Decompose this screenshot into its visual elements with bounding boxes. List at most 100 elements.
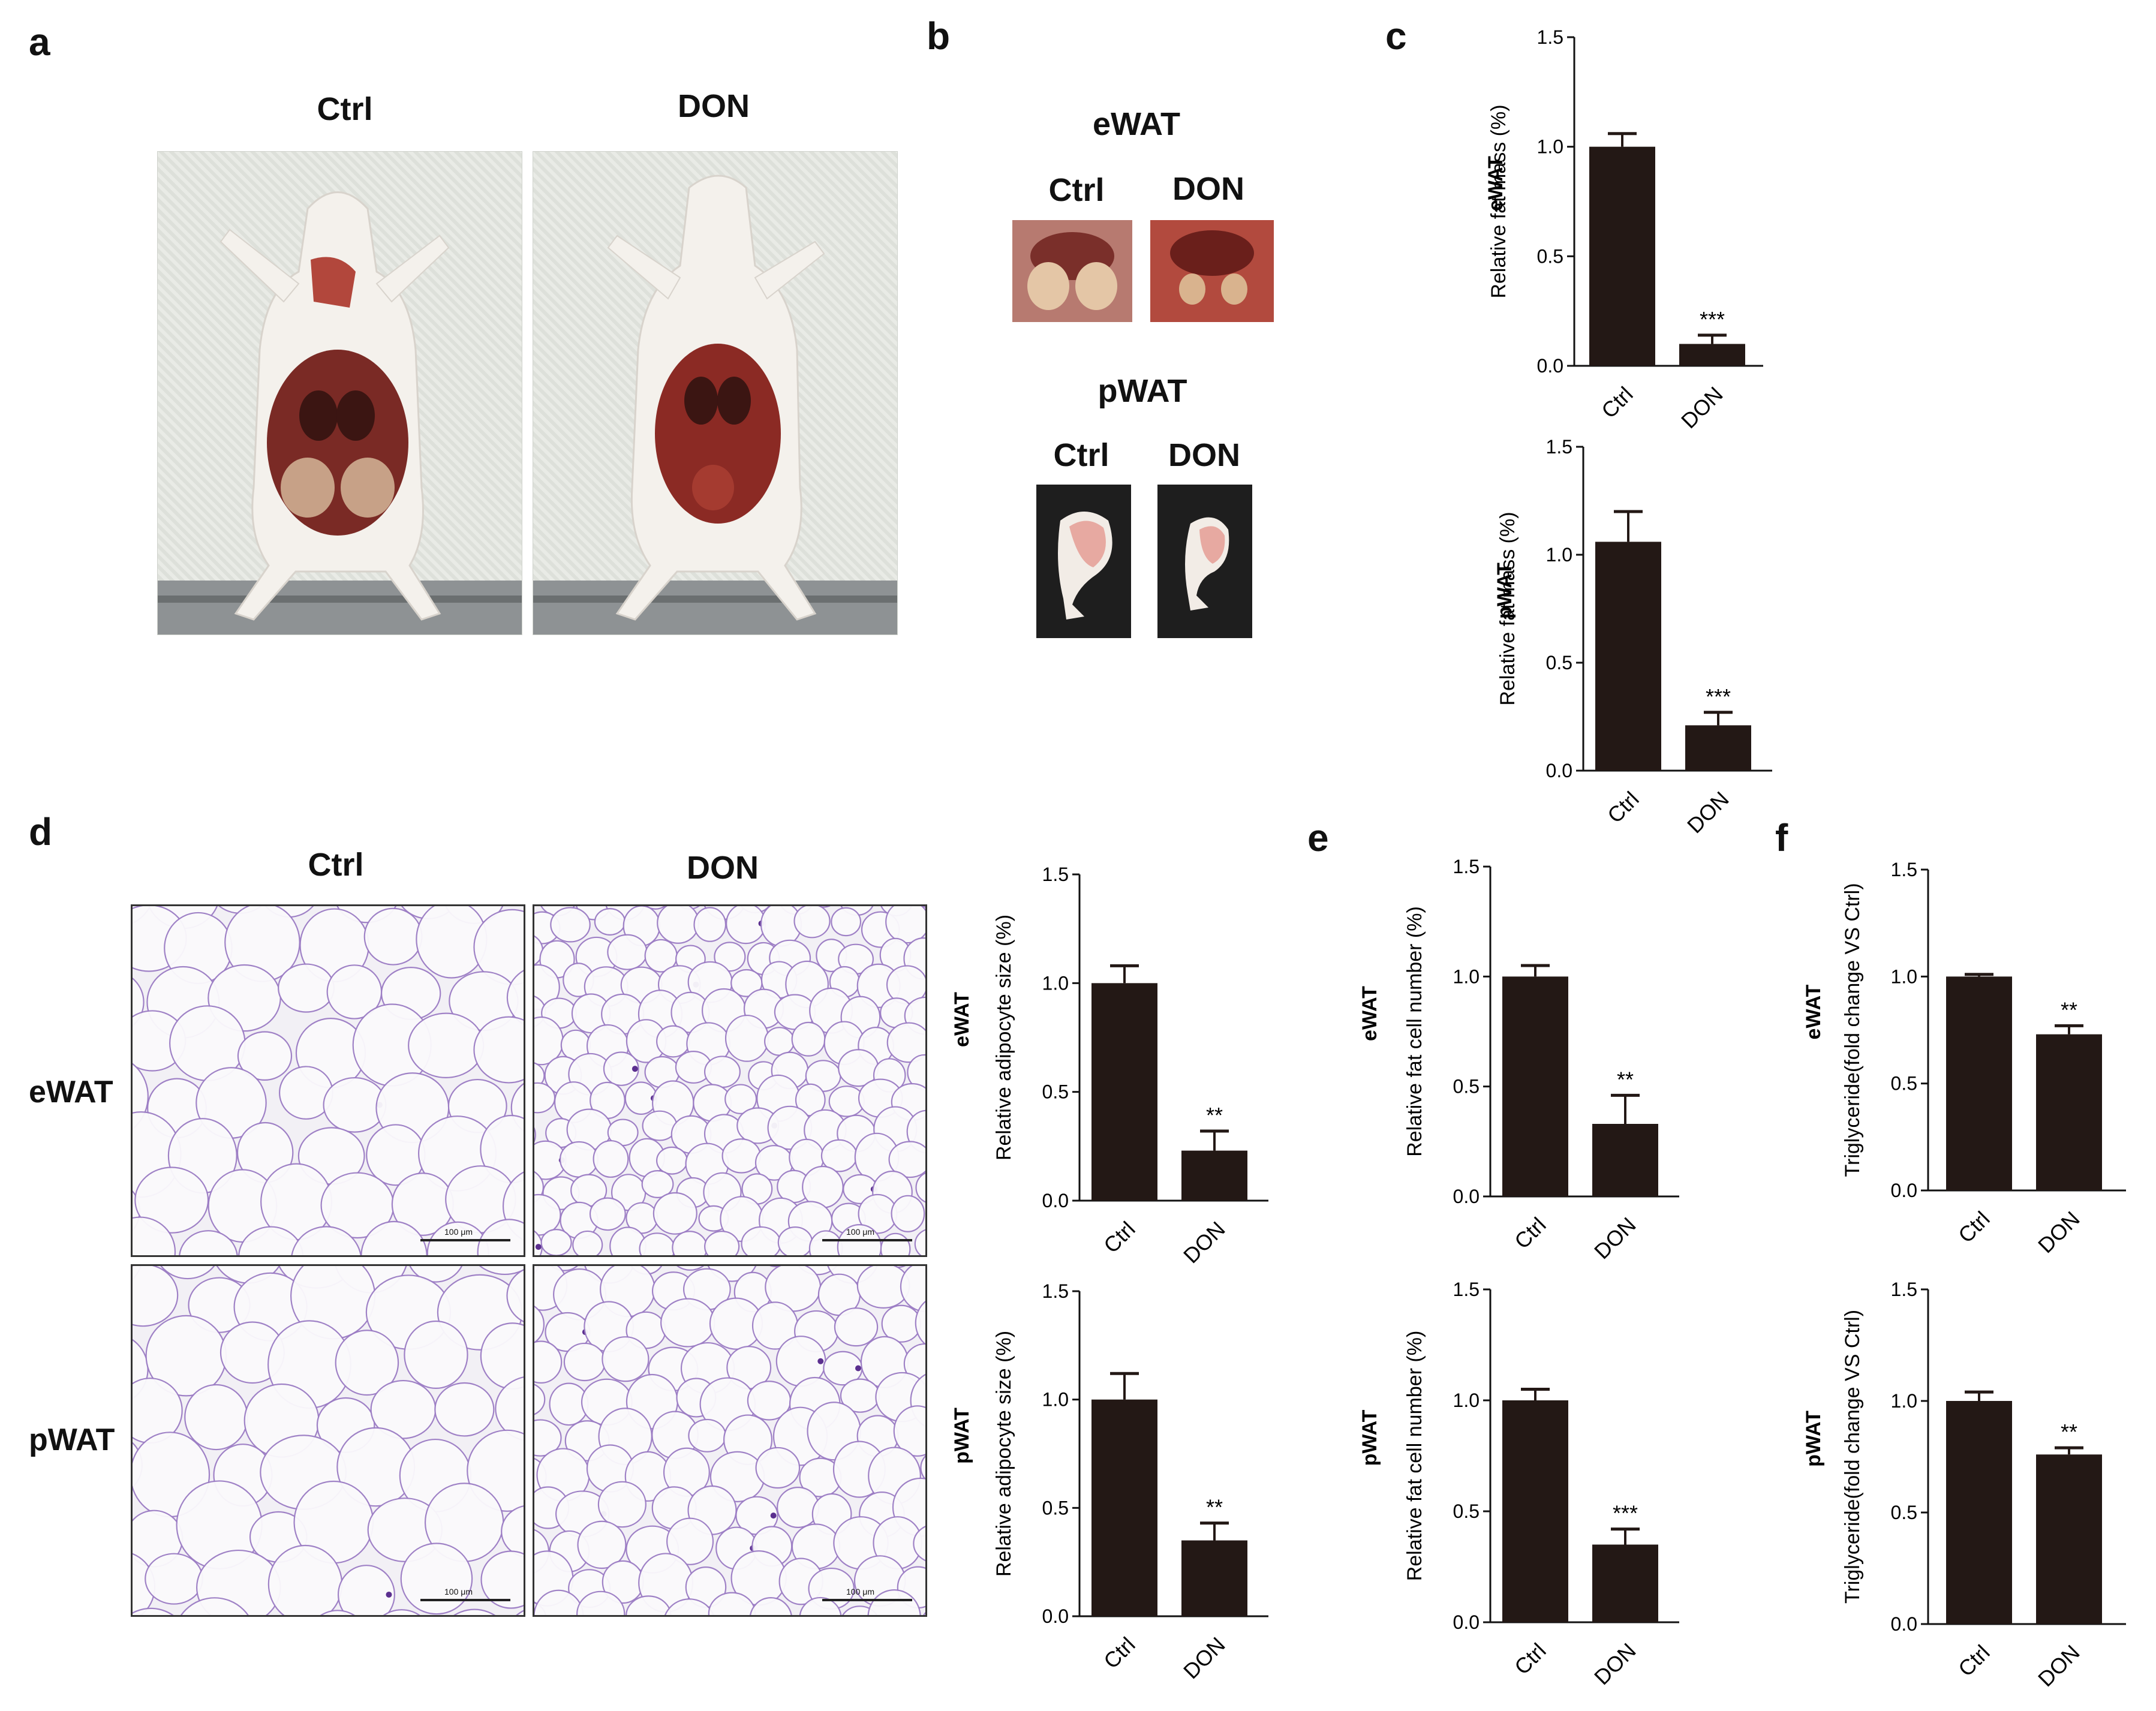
y-tick-label: 1.5 [1537,26,1563,48]
adipocyte [133,1266,179,1327]
y-tick-label: 1.0 [1042,1389,1069,1411]
adipocyte [495,1376,524,1441]
adipocyte [793,906,831,939]
y-tick-label: 1.5 [1042,1280,1069,1302]
adipocyte [363,907,423,966]
adipocyte [714,942,746,972]
adipocyte [506,970,524,1026]
bar-don [1592,1124,1658,1196]
adipocyte [179,1230,238,1255]
y-tick-label: 0.5 [1537,245,1563,267]
adipocyte [676,1266,705,1271]
y-tick-label: 0.5 [1546,652,1572,673]
bar-don [1181,1150,1247,1201]
adipocyte [603,1051,639,1086]
nucleus [817,1358,824,1364]
adipocyte [291,1226,362,1255]
adipocyte [834,1307,879,1347]
adipocyte [641,1170,674,1199]
adipocyte [721,1138,761,1174]
significance-marker: *** [1706,684,1731,709]
adipocyte [184,1384,248,1451]
ewat-photo-don [1150,220,1274,322]
adipocyte [724,1084,757,1114]
y-tick-label: 1.0 [1537,136,1563,158]
adipocyte [886,1022,925,1063]
chart-c-ewat: 0.0 0.5 1.0 1.5 Relative fat mass (%)eWAT Ctr… [1484,26,1763,433]
nucleus [855,1365,861,1372]
adipocyte [563,1342,606,1382]
adipocyte [602,1336,649,1382]
chart-d-pwat: 0.0 0.5 1.0 1.5 Relative adipocyte size (%) p… [951,1280,1268,1683]
adipocyte [434,1382,495,1437]
y-tick-label: 1.5 [1453,1279,1480,1300]
adipocyte [664,1598,715,1615]
panel-b-ewat-label-don: DON [1172,171,1244,207]
side-label: eWAT [1358,986,1381,1041]
y-tick-label: 0.0 [1453,1611,1480,1633]
adipocyte [534,1306,545,1343]
y-tick-label: 1.5 [1042,864,1069,885]
y-tick-label: 0.0 [1891,1180,1917,1201]
panel-d-col-ctrl: Ctrl [308,847,364,883]
x-tick-label: Ctrl [1953,1640,1995,1682]
pwat-photo-ctrl [1036,485,1131,638]
y-axis-label: Relative adipocyte size (%) [993,915,1015,1160]
y-axis-label: Relative fat cell number (%) [1403,1331,1426,1581]
adipocyte [479,1266,524,1276]
adipocyte [791,1021,826,1057]
mouse-photo-don [533,151,898,635]
chart-c-pwat: 0.0 0.5 1.0 1.5 Relative fat mass (%)pWAT Ctr… [1493,436,1772,838]
adipocyte [914,1229,925,1255]
x-tick-label: DON [1178,1217,1230,1268]
x-tick-label: Ctrl [1509,1213,1551,1254]
adipocyte [133,1216,176,1255]
adipocyte [408,1012,485,1078]
bar-don [1679,344,1745,366]
scale-bar-label: 100 μm [444,1227,473,1237]
panel-a-label-don: DON [678,88,750,124]
y-tick-label: 1.0 [1891,1390,1917,1412]
adipocyte [741,1226,781,1255]
bar-don [1592,1544,1658,1622]
y-tick-label: 0.0 [1891,1613,1917,1635]
adipocyte [922,906,925,908]
adipocyte [655,1146,688,1175]
adipocyte [540,1229,572,1255]
y-axis-label: Relative adipocyte size (%) [993,1331,1015,1577]
scale-bar [420,1239,510,1241]
panel-letter-e: e [1307,816,1329,859]
panel-letter-a: a [29,20,50,64]
panel-b-pwat-title: pWAT [1097,373,1187,409]
adipocyte [534,1384,546,1415]
panel-d-row-ewat: eWAT [29,1075,113,1109]
adipocyte [688,1418,726,1453]
bar-ctrl [1091,1399,1157,1616]
y-tick-label: 0.0 [1546,760,1572,781]
adipocyte [278,963,335,1013]
adipocyte [145,1553,203,1605]
histology-ewat-ctrl: 100 μm [131,904,525,1257]
adipocyte [764,1027,795,1056]
y-tick-label: 1.5 [1453,858,1480,877]
y-tick-label: 1.0 [1546,544,1572,566]
adipocyte [572,1230,603,1255]
y-tick-label: 1.0 [1042,972,1069,994]
chart-e-pwat: 0.0 0.5 1.0 1.5 Relative fat cell number (%)… [1358,1279,1679,1689]
y-tick-label: 1.5 [1891,1279,1917,1300]
panel-b-pwat-label-don: DON [1168,437,1240,473]
histology-ewat-don: 100 μm [533,904,927,1257]
adipocyte [133,1607,174,1615]
x-tick-label: Ctrl [1099,1217,1140,1258]
y-tick-label: 1.0 [1453,1390,1480,1411]
adipocyte [652,1192,697,1235]
bar-don [1181,1540,1247,1616]
y-tick-label: 0.5 [1453,1500,1480,1522]
adipocyte [534,1589,584,1615]
adipocyte [534,1127,536,1143]
adipocyte [404,1320,468,1389]
adipocyte [576,1590,626,1615]
chart-d-ewat: 0.0 0.5 1.0 1.5 Relative adipocyte size (%) e… [951,864,1268,1268]
y-tick-label: 1.0 [1453,966,1480,987]
panel-letter-c: c [1385,14,1407,58]
